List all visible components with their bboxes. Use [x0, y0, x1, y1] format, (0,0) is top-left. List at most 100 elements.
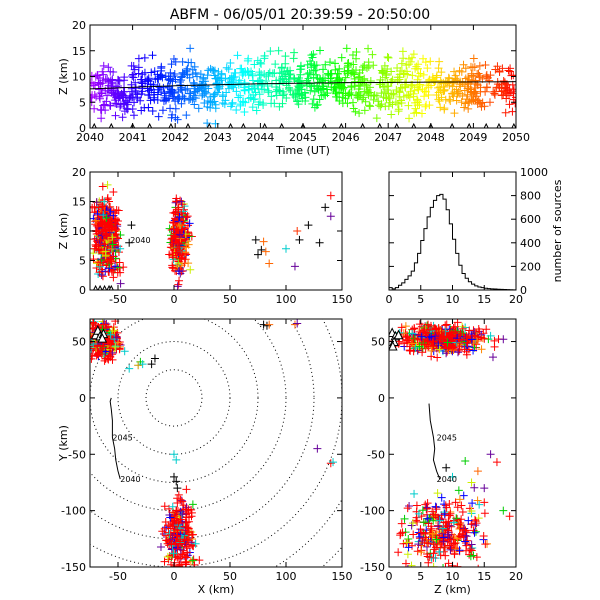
source-marker	[455, 546, 464, 555]
source-marker	[172, 235, 181, 244]
source-marker	[447, 328, 456, 337]
source-marker	[281, 59, 290, 68]
source-marker	[495, 67, 504, 76]
source-marker	[166, 522, 175, 531]
y-tick-label: 10	[72, 225, 86, 238]
source-marker	[301, 93, 310, 102]
source-marker	[440, 508, 449, 517]
source-marker	[505, 85, 514, 94]
source-marker	[91, 217, 100, 226]
source-marker	[407, 339, 416, 348]
source-marker	[278, 74, 287, 83]
source-marker	[369, 95, 378, 104]
x-tick-label: 2050	[502, 131, 530, 144]
source-marker	[429, 341, 438, 350]
source-marker	[190, 100, 199, 109]
source-marker	[441, 339, 450, 348]
source-marker	[453, 334, 462, 343]
y-tick-label: -50	[367, 448, 385, 461]
source-marker	[286, 86, 295, 95]
source-marker	[384, 102, 393, 111]
y-tick-label: 20	[72, 166, 86, 179]
source-marker	[341, 73, 350, 82]
source-marker	[412, 501, 421, 510]
source-marker	[467, 540, 476, 549]
x-tick-label: 0	[386, 570, 393, 583]
source-marker	[167, 540, 176, 549]
source-marker	[294, 100, 303, 109]
source-marker	[208, 98, 217, 107]
station-triangle	[108, 122, 114, 128]
y-tick-label: 20	[72, 19, 86, 32]
source-marker	[464, 82, 473, 91]
source-marker	[497, 84, 506, 93]
source-marker	[485, 76, 494, 85]
source-marker	[451, 327, 460, 336]
source-marker	[387, 110, 396, 119]
station-triangle	[321, 122, 327, 128]
source-marker	[304, 221, 313, 230]
source-marker	[470, 483, 479, 492]
source-marker	[313, 100, 322, 109]
track-time-label: 2040	[130, 236, 150, 245]
source-marker	[170, 69, 179, 78]
source-marker	[427, 522, 436, 531]
source-marker	[402, 61, 411, 70]
source-marker	[136, 357, 145, 366]
source-marker	[97, 114, 106, 123]
source-marker	[444, 73, 453, 82]
source-marker	[266, 47, 275, 56]
source-marker	[461, 537, 470, 546]
source-marker	[150, 354, 159, 363]
source-marker	[280, 75, 289, 84]
source-marker	[257, 70, 266, 79]
source-marker	[386, 98, 395, 107]
source-marker	[257, 85, 266, 94]
source-marker	[413, 95, 422, 104]
source-marker	[267, 92, 276, 101]
source-marker	[304, 74, 313, 83]
source-marker	[326, 58, 335, 67]
x-tick-label: 100	[276, 293, 297, 306]
source-marker	[231, 69, 240, 78]
y-tick-label: 0	[79, 284, 86, 297]
source-marker	[440, 105, 449, 114]
source-marker	[186, 89, 195, 98]
source-marker	[384, 53, 393, 62]
source-marker	[436, 333, 445, 342]
source-marker	[112, 82, 121, 91]
source-marker	[372, 114, 381, 123]
source-marker	[181, 558, 190, 567]
storm-track	[428, 403, 441, 480]
station-triangle	[511, 122, 516, 128]
source-marker	[221, 74, 230, 83]
source-marker	[465, 545, 474, 554]
source-marker	[347, 90, 356, 99]
source-marker	[491, 65, 500, 74]
station-triangle	[102, 284, 108, 290]
source-marker	[275, 80, 284, 89]
mean-altitude-line	[90, 81, 516, 90]
source-marker	[457, 67, 466, 76]
source-marker	[427, 346, 436, 355]
source-marker	[127, 221, 136, 230]
x-tick-label: 0	[386, 293, 393, 306]
source-marker	[420, 340, 429, 349]
source-marker	[452, 96, 461, 105]
y-axis-label: Y (km)	[57, 425, 70, 462]
x-tick-label: 2044	[246, 131, 274, 144]
source-marker	[359, 93, 368, 102]
source-marker	[460, 86, 469, 95]
source-marker	[178, 57, 187, 66]
source-marker	[409, 89, 418, 98]
source-marker	[92, 341, 101, 350]
source-marker	[137, 106, 146, 115]
source-marker	[475, 327, 484, 336]
source-marker	[174, 518, 183, 527]
source-marker	[490, 89, 499, 98]
source-marker	[92, 198, 101, 207]
x-tick-label: -50	[109, 293, 127, 306]
source-marker	[335, 64, 344, 73]
source-marker	[408, 329, 417, 338]
